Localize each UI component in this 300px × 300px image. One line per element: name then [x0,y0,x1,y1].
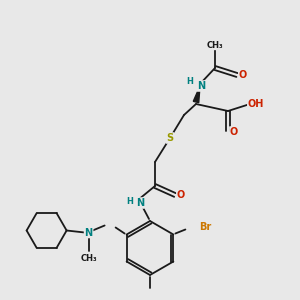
Text: O: O [239,70,247,80]
Text: CH₃: CH₃ [207,40,223,50]
Text: O: O [230,127,238,137]
Text: Br: Br [199,221,212,232]
Text: O: O [177,190,185,200]
Text: N: N [136,198,144,208]
Text: H: H [187,77,194,86]
Polygon shape [193,86,200,103]
Text: OH: OH [248,99,264,109]
Text: N: N [197,81,205,91]
Text: S: S [167,133,174,143]
Text: H: H [127,197,134,206]
Text: CH₃: CH₃ [80,254,97,263]
Text: N: N [85,227,93,238]
